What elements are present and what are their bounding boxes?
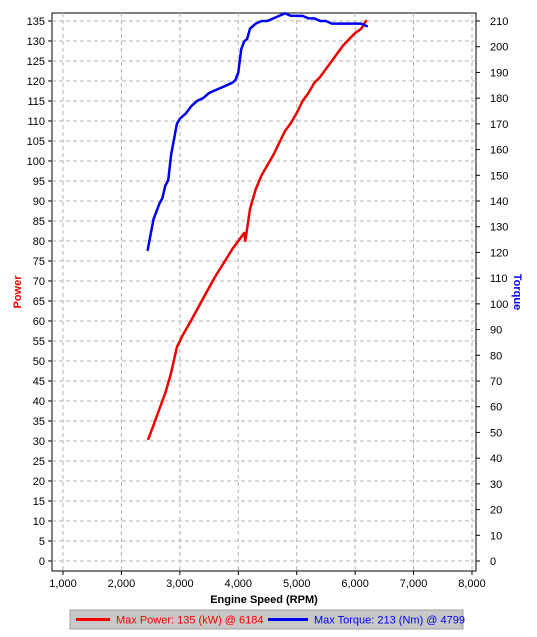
y-left-tick-label: 85 (33, 216, 45, 228)
grid-lines (52, 13, 476, 571)
y-left-tick-label: 55 (33, 336, 45, 348)
y-left-tick-label: 60 (33, 316, 45, 328)
y-left-tick-label: 125 (27, 56, 45, 68)
y-right-tick-label: 160 (490, 145, 508, 157)
y-right-tick-label: 30 (490, 479, 502, 491)
y-left-tick-label: 105 (27, 136, 45, 148)
y-left-tick-label: 30 (33, 436, 45, 448)
y-left-tick-label: 50 (33, 356, 45, 368)
y-right-tick-label: 130 (490, 222, 508, 234)
y-left-tick-label: 95 (33, 176, 45, 188)
y-left-tick-label: 45 (33, 376, 45, 388)
y-right-tick-label: 70 (490, 376, 502, 388)
y-right-axis-title: Torque (511, 274, 523, 310)
y-right-tick-label: 140 (490, 196, 508, 208)
y-left-tick-label: 75 (33, 256, 45, 268)
y-right-tick-label: 60 (490, 402, 502, 414)
y-right-tick-label: 50 (490, 427, 502, 439)
x-tick-label: 5,000 (283, 578, 311, 590)
x-tick-label: 7,000 (400, 578, 428, 590)
y-right-tick-label: 20 (490, 505, 502, 517)
x-axis-ticks: 1,000 2,000 3,000 4,000 5,000 6,000 7,000 8,000 (49, 571, 486, 590)
x-tick-label: 6,000 (341, 578, 369, 590)
y-left-tick-label: 80 (33, 236, 45, 248)
power-series-line (147, 19, 368, 441)
x-tick-label: 2,000 (108, 578, 136, 590)
y-right-axis-ticks: 0 10 20 30 40 50 60 70 80 90 100 110 120 130 140 150 160… (476, 16, 508, 568)
y-left-tick-label: 115 (27, 96, 45, 108)
y-right-tick-label: 190 (490, 67, 508, 79)
y-right-tick-label: 110 (490, 273, 508, 285)
y-left-axis-ticks: 0 5 10 15 20 25 30 35 40 45 50 55 60 65 70 75 80 85 90 95 10… (27, 16, 52, 568)
y-left-tick-label: 15 (33, 496, 45, 508)
y-right-tick-label: 80 (490, 350, 502, 362)
y-right-tick-label: 0 (490, 556, 496, 568)
y-left-tick-label: 135 (27, 16, 45, 28)
y-left-tick-label: 25 (33, 456, 45, 468)
y-right-tick-label: 170 (490, 119, 508, 131)
y-left-tick-label: 20 (33, 476, 45, 488)
y-left-tick-label: 65 (33, 296, 45, 308)
y-right-tick-label: 180 (490, 93, 508, 105)
y-left-tick-label: 0 (39, 556, 45, 568)
plot-area (51, 12, 477, 572)
y-left-tick-label: 40 (33, 396, 45, 408)
torque-series-line (146, 12, 369, 252)
legend-box (69, 609, 464, 630)
x-tick-label: 1,000 (49, 578, 77, 590)
x-axis-title: Engine Speed (RPM) (210, 594, 318, 606)
x-tick-label: 4,000 (225, 578, 253, 590)
y-left-tick-label: 120 (27, 76, 45, 88)
y-right-tick-label: 90 (490, 325, 502, 337)
y-left-tick-label: 5 (39, 536, 45, 548)
y-left-tick-label: 10 (33, 516, 45, 528)
y-left-axis-title: Power (12, 275, 24, 309)
y-right-tick-label: 40 (490, 453, 502, 465)
y-left-tick-label: 90 (33, 196, 45, 208)
y-right-tick-label: 150 (490, 170, 508, 182)
y-right-tick-label: 200 (490, 42, 508, 54)
legend-power-label: Max Power: 135 (kW) @ 6184 (116, 615, 264, 627)
y-right-tick-label: 10 (490, 530, 502, 542)
y-left-tick-label: 70 (33, 276, 45, 288)
y-left-tick-label: 100 (27, 156, 45, 168)
x-tick-label: 3,000 (166, 578, 194, 590)
legend: Max Power: 135 (kW) @ 6184 Max Torque: 2… (69, 609, 465, 630)
y-right-tick-label: 210 (490, 16, 508, 28)
y-left-tick-label: 130 (27, 36, 45, 48)
x-tick-label: 8,000 (458, 578, 486, 590)
y-left-tick-label: 35 (33, 416, 45, 428)
y-right-tick-label: 120 (490, 247, 508, 259)
series-lines (146, 12, 369, 441)
y-right-tick-label: 100 (490, 299, 508, 311)
legend-torque-label: Max Torque: 213 (Nm) @ 4799 (314, 615, 465, 627)
y-left-tick-label: 110 (27, 116, 45, 128)
